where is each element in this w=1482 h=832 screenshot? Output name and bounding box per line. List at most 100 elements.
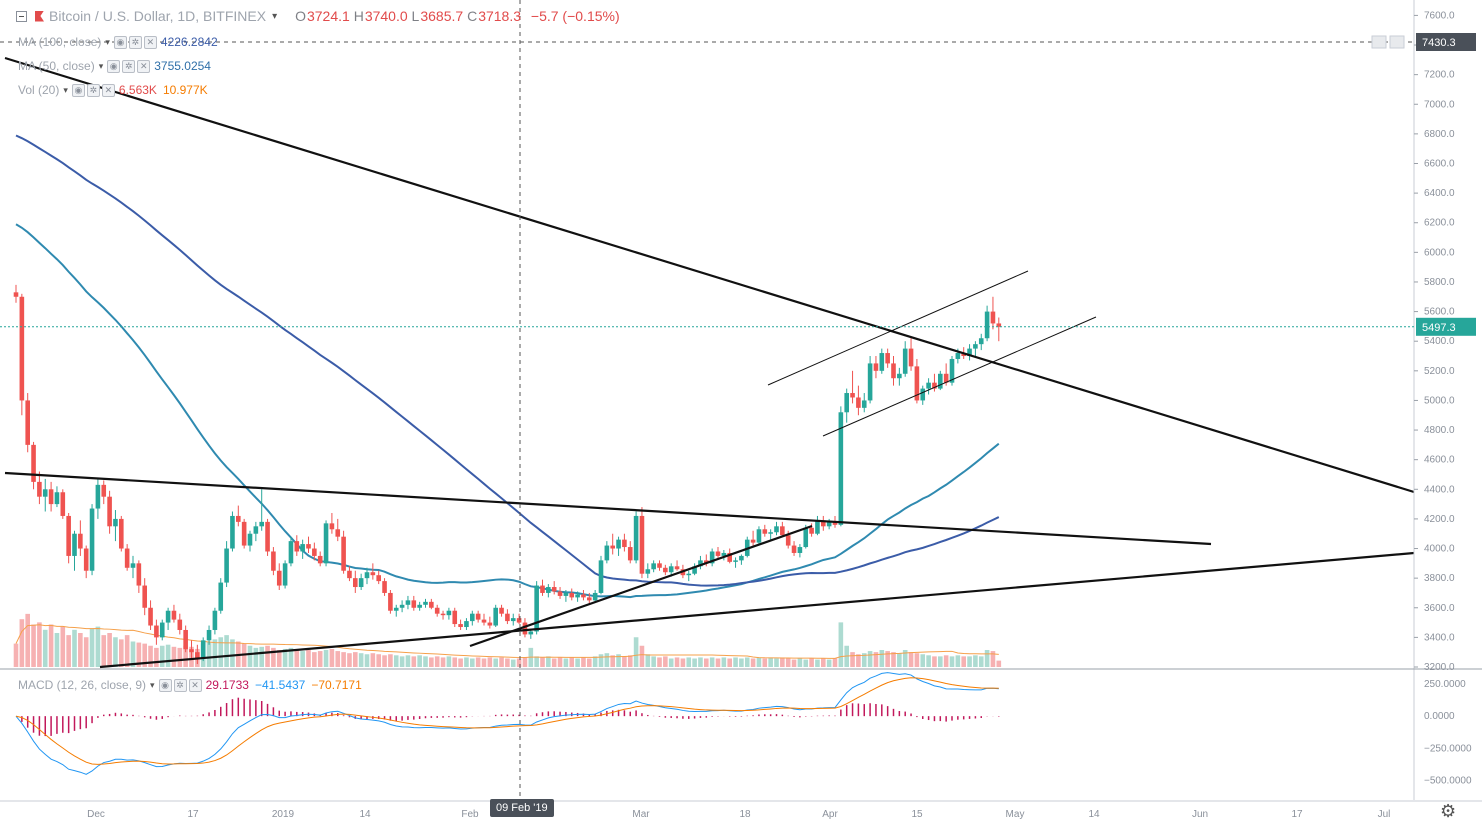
candle-body xyxy=(686,573,692,576)
close-icon[interactable]: ✕ xyxy=(188,678,202,692)
candle-body xyxy=(733,560,738,562)
candle-body xyxy=(154,625,159,638)
candle-body xyxy=(838,412,844,525)
trendline xyxy=(822,316,1097,437)
volume-bar xyxy=(113,637,118,667)
candle-body xyxy=(516,618,522,623)
candle-body xyxy=(452,610,458,625)
close-icon[interactable]: ✕ xyxy=(143,35,157,49)
candle-body xyxy=(938,373,943,389)
ma100-label[interactable]: MA (100, close) xyxy=(18,35,102,49)
volume-bar xyxy=(815,659,820,667)
volume-bar xyxy=(557,657,563,667)
volume-bar xyxy=(920,654,926,667)
close-icon[interactable]: ✕ xyxy=(137,59,151,73)
candle-body xyxy=(393,607,399,611)
volume-bar xyxy=(13,643,19,667)
volume-bar xyxy=(674,657,680,667)
candle-body xyxy=(464,621,469,628)
candle-body xyxy=(405,600,411,605)
eye-icon[interactable]: ◉ xyxy=(113,35,127,49)
time-tick-label: 17 xyxy=(1291,809,1303,820)
candle-body xyxy=(89,508,95,571)
candle-body xyxy=(639,515,645,574)
candle-body xyxy=(540,585,545,593)
eye-icon[interactable]: ◉ xyxy=(71,83,85,97)
volume-bar xyxy=(750,658,756,667)
collapse-icon[interactable] xyxy=(16,10,27,22)
volume-bar xyxy=(791,659,797,667)
candle-body xyxy=(815,520,820,534)
candle-body xyxy=(113,518,118,527)
volume-bar xyxy=(785,658,791,667)
candle-body xyxy=(598,560,604,593)
settings-gear-icon[interactable]: ⚙ xyxy=(1440,801,1457,821)
time-tick-label: 18 xyxy=(739,809,751,820)
volume-bar xyxy=(230,639,235,667)
chevron-down-icon[interactable]: ▾ xyxy=(105,36,110,47)
volume-bar xyxy=(610,655,615,667)
volume-bar xyxy=(832,658,838,667)
volume-bar xyxy=(499,657,504,667)
time-tick-label: 14 xyxy=(359,809,371,820)
signal-line xyxy=(15,677,999,765)
gear-icon[interactable]: ✲ xyxy=(173,678,187,692)
gear-icon[interactable]: ✲ xyxy=(122,59,136,73)
macd-value-1: 29.1733 xyxy=(205,678,249,692)
gear-icon[interactable]: ✲ xyxy=(128,35,142,49)
volume-bar xyxy=(926,655,931,667)
candle-body xyxy=(224,548,229,583)
chevron-down-icon[interactable]: ▾ xyxy=(272,10,278,22)
volume-bar xyxy=(25,613,30,667)
eye-icon[interactable]: ◉ xyxy=(107,59,121,73)
ma50-label[interactable]: MA (50, close) xyxy=(18,59,95,73)
volume-bar xyxy=(165,644,171,667)
candle-body xyxy=(54,492,60,505)
candle-body xyxy=(265,521,270,552)
candle-body xyxy=(19,296,25,401)
time-tick-label: Jun xyxy=(1192,809,1208,820)
legend-macd: MACD (12, 26, close, 9) ▾ ◉ ✲ ✕ 29.1733 −4… xyxy=(18,678,362,692)
volume-bar xyxy=(633,637,639,667)
candle-body xyxy=(510,618,516,622)
chevron-down-icon[interactable]: ▾ xyxy=(98,60,104,71)
volume-bar xyxy=(388,654,393,667)
vol-label[interactable]: Vol (20) xyxy=(18,83,60,97)
price-tick-label: 3200.0 xyxy=(1424,662,1455,673)
trendlines[interactable] xyxy=(4,56,1415,669)
candle-body xyxy=(663,567,668,573)
eye-icon[interactable]: ◉ xyxy=(158,678,172,692)
symbol-title[interactable]: Bitcoin / U.S. Dollar, 1D, BITFINEX xyxy=(49,8,267,24)
crosshair-price-box xyxy=(1416,33,1476,51)
candle-body xyxy=(949,358,955,383)
candle-body xyxy=(323,523,329,564)
chevron-down-icon[interactable]: ▾ xyxy=(63,84,68,95)
candle-body xyxy=(587,597,592,601)
price-tick-label: 5400.0 xyxy=(1424,336,1455,347)
candle-body xyxy=(727,552,732,562)
macd-label[interactable]: MACD (12, 26, close, 9) xyxy=(18,678,147,692)
volume-bar xyxy=(306,650,311,667)
volume-bar xyxy=(592,656,598,667)
volume-bar xyxy=(323,650,329,667)
time-tick-label: May xyxy=(1006,809,1025,820)
chevron-down-icon[interactable]: ▾ xyxy=(150,679,155,690)
volume-bar xyxy=(353,652,358,667)
volume-bar xyxy=(130,641,136,667)
volume-bar xyxy=(797,658,803,667)
candle-body xyxy=(60,492,66,516)
candle-body xyxy=(856,397,861,408)
vol-value-2: 10.977K xyxy=(162,83,208,97)
volume-bar xyxy=(341,652,346,667)
candle-body xyxy=(698,560,703,567)
volume-bar xyxy=(949,656,955,667)
candle-body xyxy=(66,515,71,556)
volume-bar xyxy=(932,656,937,667)
gear-icon[interactable]: ✲ xyxy=(86,83,100,97)
macd-value-3: −70.7171 xyxy=(311,678,362,692)
close-icon[interactable]: ✕ xyxy=(101,83,115,97)
volume-bar xyxy=(259,646,264,667)
